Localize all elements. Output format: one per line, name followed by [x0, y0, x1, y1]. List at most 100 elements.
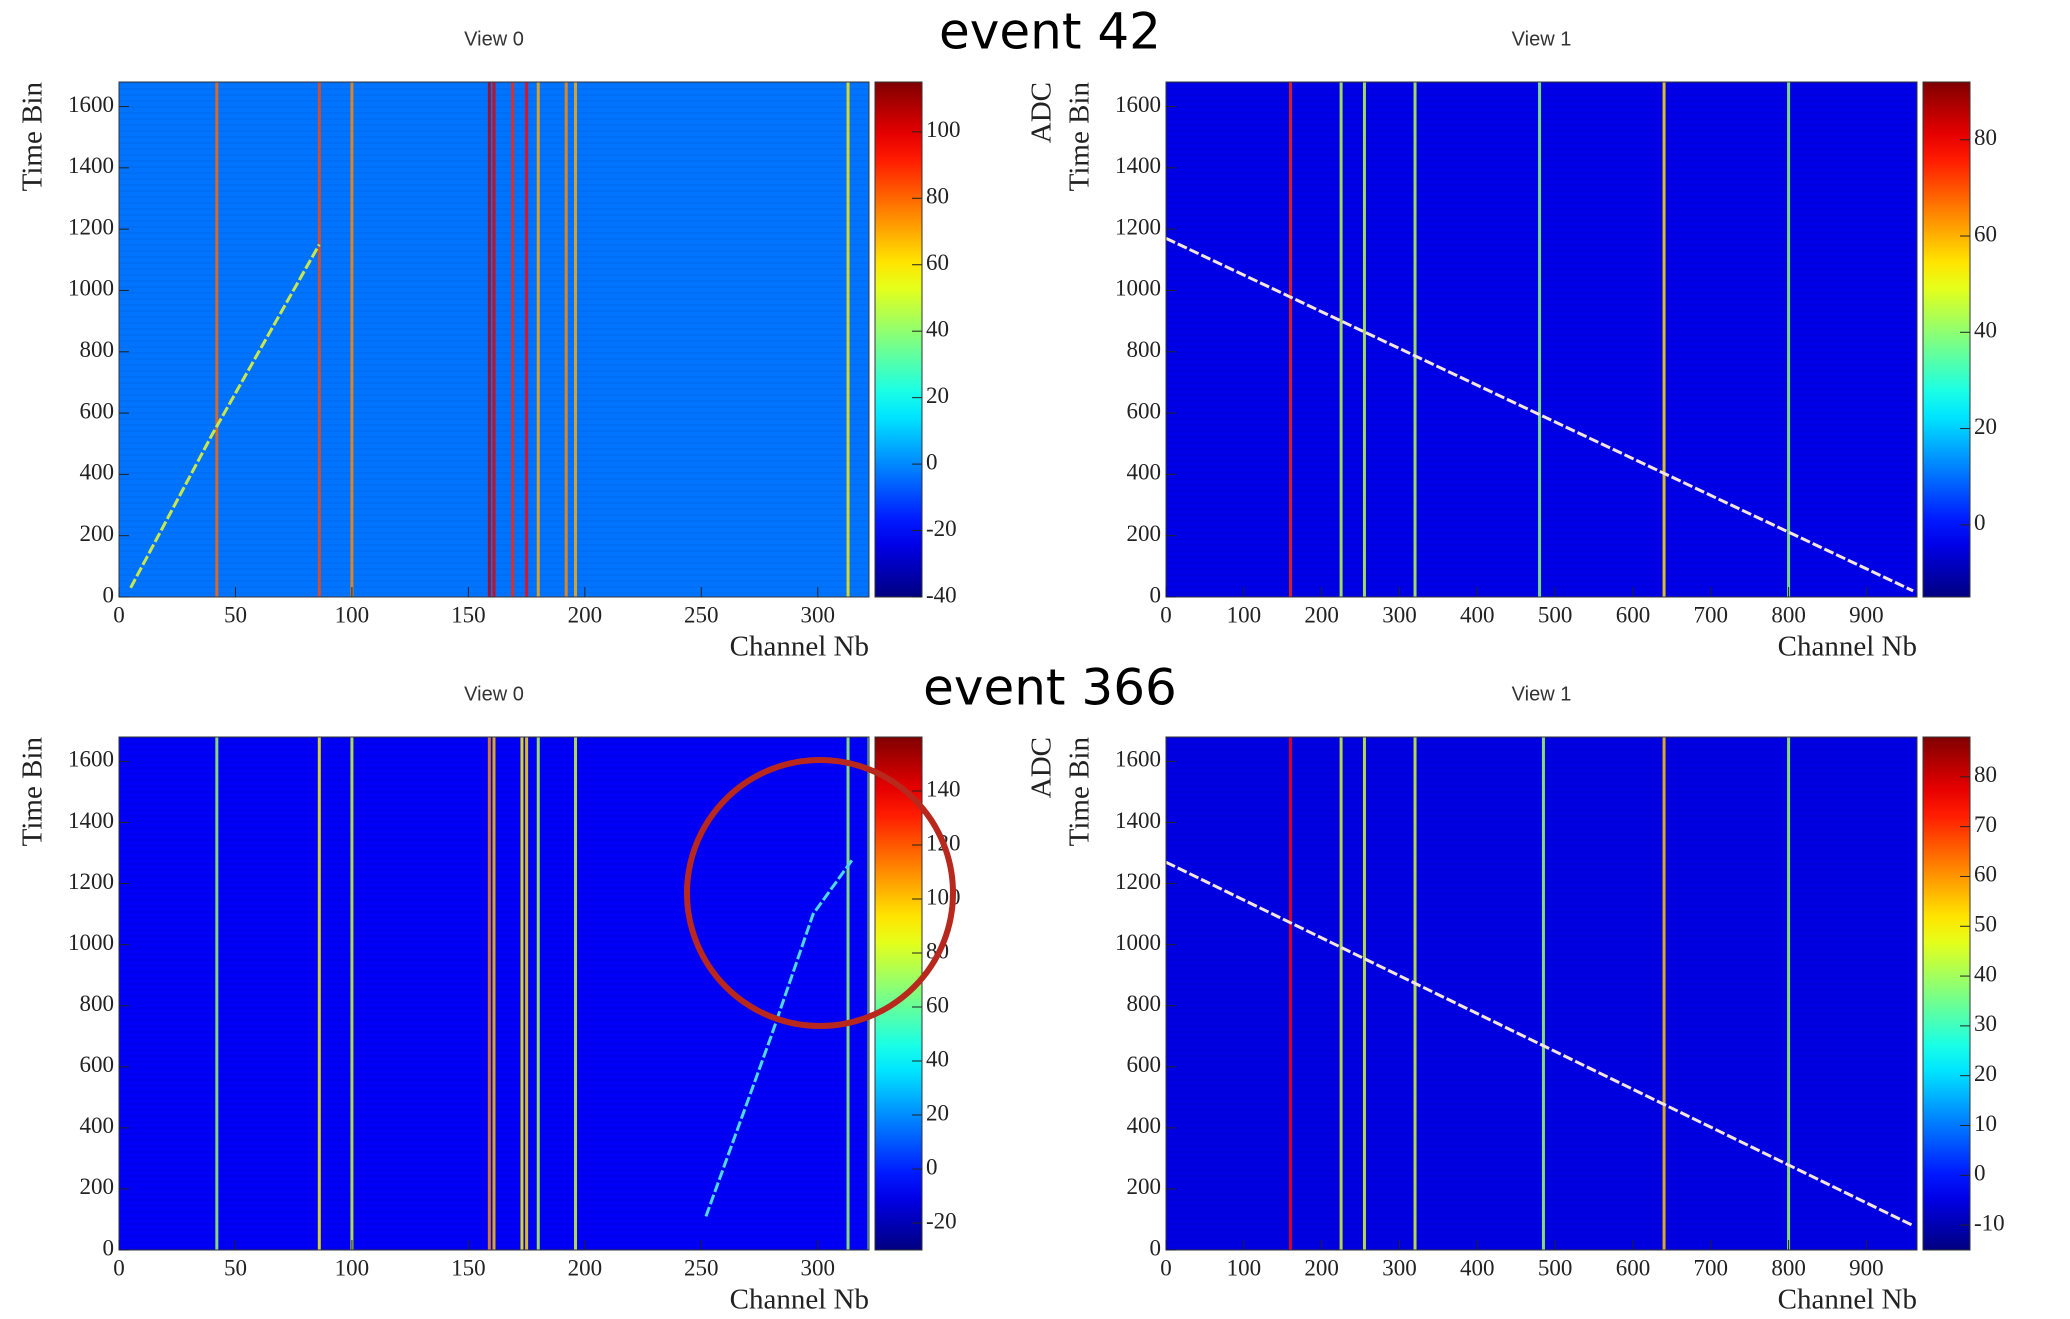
colorbar-title: ADC: [1026, 737, 1058, 798]
noise-band: [1166, 226, 1917, 228]
noise-band: [1166, 941, 1917, 943]
y-axis-title: Time Bin: [1064, 82, 1096, 192]
plot-content: [1166, 82, 1914, 597]
noise-band: [1166, 112, 1917, 114]
noise-band: [1166, 478, 1917, 480]
noise-band: [1166, 160, 1917, 162]
noise-band: [1166, 220, 1917, 222]
noise-band: [1166, 574, 1917, 576]
noise-band: [1166, 1097, 1917, 1099]
noisy-channel: [1538, 82, 1542, 597]
noise-band: [1166, 935, 1917, 937]
noise-band: [1166, 1037, 1917, 1039]
noise-band: [1166, 418, 1917, 420]
noise-band: [1166, 448, 1917, 450]
noise-band: [1166, 490, 1917, 492]
colorbar-tick-label: 60: [926, 992, 949, 1017]
y-tick-label: 600: [1127, 398, 1162, 423]
noise-band: [1166, 526, 1917, 528]
noisy-channel: [1662, 737, 1666, 1250]
noise-band: [1166, 767, 1917, 769]
noise-band: [1166, 1181, 1917, 1183]
noise-band: [1166, 905, 1917, 907]
y-tick-label: 1600: [68, 92, 114, 117]
noise-band: [1166, 172, 1917, 174]
noise-band: [1166, 346, 1917, 348]
y-tick-label: 400: [1127, 460, 1162, 485]
colorbar-tick-label: 0: [1974, 1161, 1986, 1186]
y-tick-label: 200: [80, 521, 115, 546]
y-tick-label: 1200: [68, 869, 114, 894]
noise-band: [1166, 352, 1917, 354]
x-axis-title: Channel Nb: [1778, 631, 1917, 663]
view-title: View 0: [464, 28, 524, 50]
noise-band: [1166, 298, 1917, 300]
y-tick-label: 1600: [68, 747, 114, 772]
noise-band: [1166, 424, 1917, 426]
noise-band: [1166, 803, 1917, 805]
x-tick-label: 200: [568, 602, 603, 627]
noise-band: [1166, 382, 1917, 384]
colorbar-tick-label: 20: [926, 1100, 949, 1125]
noisy-channel: [574, 82, 578, 597]
colorbar-tick-label: -40: [926, 582, 957, 607]
noisy-channel: [1339, 82, 1343, 597]
noise-band: [1166, 743, 1917, 745]
noise-band: [1166, 785, 1917, 787]
frame: [118, 736, 870, 1251]
noise-band: [1166, 983, 1917, 985]
x-axis-title: Channel Nb: [730, 631, 869, 663]
noisy-channel: [317, 82, 321, 597]
noise-band: [1166, 1229, 1917, 1231]
noise-band: [1166, 568, 1917, 570]
noise-band: [1166, 340, 1917, 342]
colorbar-tick-label: 40: [1974, 961, 1997, 986]
noise-band: [1166, 1001, 1917, 1003]
noisy-channel: [487, 737, 491, 1250]
x-tick-label: 150: [451, 602, 486, 627]
noise-band: [1166, 106, 1917, 108]
noise-band: [1166, 1013, 1917, 1015]
noise-band: [1166, 136, 1917, 138]
noise-band: [1166, 436, 1917, 438]
noise-band: [1166, 1151, 1917, 1153]
x-tick-label: 300: [801, 1255, 836, 1280]
colorbar-title: ADC: [1026, 82, 1058, 143]
x-tick-label: 400: [1460, 1255, 1495, 1280]
y-tick-label: 1000: [68, 930, 114, 955]
noise-band: [1166, 833, 1917, 835]
x-tick-label: 150: [451, 1255, 486, 1280]
track: [1166, 236, 1914, 593]
noisy-channel: [846, 737, 850, 1250]
colorbar-tick-label: 30: [1974, 1011, 1997, 1036]
noise-band: [1166, 845, 1917, 847]
y-tick-label: 800: [1127, 991, 1162, 1016]
y-tick-label: 1600: [1115, 92, 1161, 117]
noisy-channel: [350, 82, 354, 597]
noisy-channel: [1362, 737, 1366, 1250]
noise-band: [1166, 1073, 1917, 1075]
noise-band: [1166, 827, 1917, 829]
noise-band: [1166, 322, 1917, 324]
x-tick-label: 800: [1771, 602, 1806, 627]
noisy-channel: [1289, 82, 1293, 597]
noise-band: [1166, 1091, 1917, 1093]
noise-band: [1166, 881, 1917, 883]
noisy-channel: [525, 82, 529, 597]
x-tick-label: 0: [1160, 602, 1172, 627]
noise-band: [1166, 779, 1917, 781]
noise-band: [1166, 148, 1917, 150]
noise-band: [1166, 508, 1917, 510]
colorbar-tick-label: 60: [1974, 221, 1997, 246]
noisy-channel: [1787, 82, 1791, 597]
x-tick-label: 700: [1694, 1255, 1729, 1280]
view-title: View 1: [1512, 683, 1572, 705]
frame: [1165, 736, 1918, 1251]
noisy-channel: [1413, 82, 1417, 597]
noise-band: [1166, 520, 1917, 522]
noise-band: [1166, 406, 1917, 408]
y-tick-label: 1400: [1115, 153, 1161, 178]
noise-band: [1166, 460, 1917, 462]
noise-band: [1166, 544, 1917, 546]
y-tick-label: 1200: [1115, 214, 1161, 239]
